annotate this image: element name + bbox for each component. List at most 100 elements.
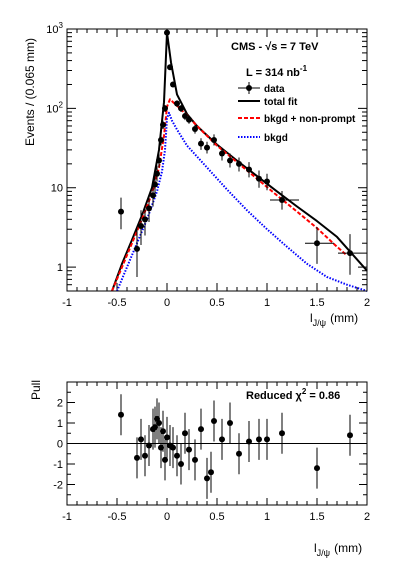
data-point	[134, 227, 140, 278]
pull-point	[347, 414, 353, 456]
top-y-tick-label: 1	[57, 262, 63, 274]
pull-marker	[160, 428, 166, 435]
top-x-tick-label: 1	[264, 297, 270, 309]
pull-point	[279, 412, 285, 454]
pull-point	[186, 429, 192, 471]
bottom-x-tick-label: 0.5	[209, 511, 224, 523]
pull-marker	[208, 469, 214, 476]
data-point	[154, 165, 160, 182]
data-point	[150, 185, 156, 207]
bottom-y-tick-label: 1	[57, 418, 63, 430]
bottom-x-tick-labels: -1 -0.5 0 0.5 1 1.5 2	[62, 511, 370, 523]
bottom-panel: -1 -0.5 0 0.5 1 1.5 2 -2 -1 0 1 2 Pull lJ/ψ (mm) Re…	[29, 380, 370, 558]
cms-energy-label: CMS - √s = 7 TeV	[231, 41, 319, 53]
legend-entry-total-fit: total fit	[238, 97, 298, 108]
data-point-marker	[154, 170, 160, 177]
data-point-marker	[118, 208, 124, 215]
top-x-tick-label: 0.5	[209, 297, 224, 309]
pull-marker	[170, 444, 176, 451]
data-point	[211, 134, 217, 146]
bottom-y-tick-label: -1	[53, 459, 63, 471]
data-point-marker	[314, 240, 320, 247]
data-point-marker	[164, 29, 170, 36]
top-data-points	[118, 29, 367, 278]
legend: data total fit bkgd + non-prompt bkgd	[238, 82, 356, 144]
bottom-y-axis-label: Pull	[29, 380, 43, 400]
pull-marker	[236, 450, 242, 457]
pull-point	[170, 427, 176, 469]
data-point-marker	[198, 140, 204, 147]
legend-entry-bkgd: bkgd	[238, 133, 288, 144]
total-fit-curve	[111, 31, 368, 292]
pull-marker	[264, 436, 270, 443]
bottom-plot-frame	[66, 381, 368, 506]
pull-marker	[182, 430, 188, 437]
legend-data-marker	[246, 85, 252, 91]
top-y-tick-label: 10	[51, 183, 63, 195]
pull-marker	[156, 420, 162, 426]
top-y-tick-label: 103	[46, 21, 63, 36]
pull-point	[198, 408, 204, 450]
data-point	[160, 120, 166, 129]
data-point	[198, 138, 204, 150]
pull-point	[156, 402, 162, 444]
bottom-x-tick-label: 2	[364, 511, 370, 523]
data-point-marker	[204, 144, 210, 151]
pull-marker	[219, 436, 225, 443]
data-point	[256, 170, 262, 188]
pull-marker	[256, 436, 262, 443]
top-x-tick-label: 1.5	[309, 297, 324, 309]
bottom-axis-ticks	[66, 381, 368, 506]
legend-bkgd-np-label: bkgd + non-prompt	[264, 114, 356, 125]
bottom-x-tick-label: 1	[264, 511, 270, 523]
bottom-y-tick-label: 2	[57, 398, 63, 410]
data-point-marker	[236, 160, 242, 167]
bottom-x-label-unit: (mm)	[334, 541, 362, 555]
pull-point	[178, 443, 184, 485]
data-point-marker	[246, 166, 252, 173]
bottom-x-tick-label: -1	[62, 511, 72, 523]
pull-point	[118, 394, 124, 436]
top-axis-ticks	[66, 29, 368, 292]
data-point-marker	[279, 197, 285, 204]
data-point-marker	[192, 125, 198, 132]
data-point	[118, 197, 124, 230]
legend-entry-bkgd-nonprompt: bkgd + non-prompt	[238, 114, 356, 125]
pull-marker	[118, 411, 124, 418]
top-x-label-unit: (mm)	[330, 311, 358, 325]
data-point-marker	[138, 222, 144, 229]
data-point	[182, 112, 188, 121]
legend-total-label: total fit	[264, 97, 298, 108]
pull-point	[138, 418, 144, 460]
pull-points	[118, 394, 353, 499]
pull-marker	[198, 426, 204, 433]
top-y-tick-label: 102	[46, 100, 63, 115]
pull-marker	[162, 456, 168, 463]
pull-marker	[347, 432, 353, 439]
data-point-marker	[347, 250, 353, 257]
top-plot-frame	[66, 28, 368, 292]
bottom-x-label-main: l	[314, 541, 317, 555]
pull-marker	[142, 452, 148, 459]
top-x-tick-label: 2	[364, 297, 370, 309]
pull-marker	[138, 436, 144, 443]
pull-marker	[146, 442, 152, 449]
pull-point	[146, 425, 152, 467]
pull-marker	[192, 456, 198, 463]
top-x-label-main: l	[310, 311, 313, 325]
bottom-y-tick-label: 0	[57, 439, 63, 451]
pull-point	[236, 433, 242, 475]
data-point-marker	[158, 136, 164, 143]
pull-marker	[186, 446, 192, 453]
data-point-marker	[182, 113, 188, 120]
pull-point	[219, 418, 225, 460]
data-point	[219, 147, 225, 161]
bkgd-nonprompt-curve	[111, 98, 348, 292]
bottom-x-tick-label: 0	[164, 511, 170, 523]
data-point	[270, 190, 299, 210]
top-x-axis-label: lJ/ψ (mm)	[310, 311, 358, 328]
top-x-tick-label: 0	[164, 297, 170, 309]
legend-bkgd-label: bkgd	[264, 133, 288, 144]
pull-point	[182, 412, 188, 454]
